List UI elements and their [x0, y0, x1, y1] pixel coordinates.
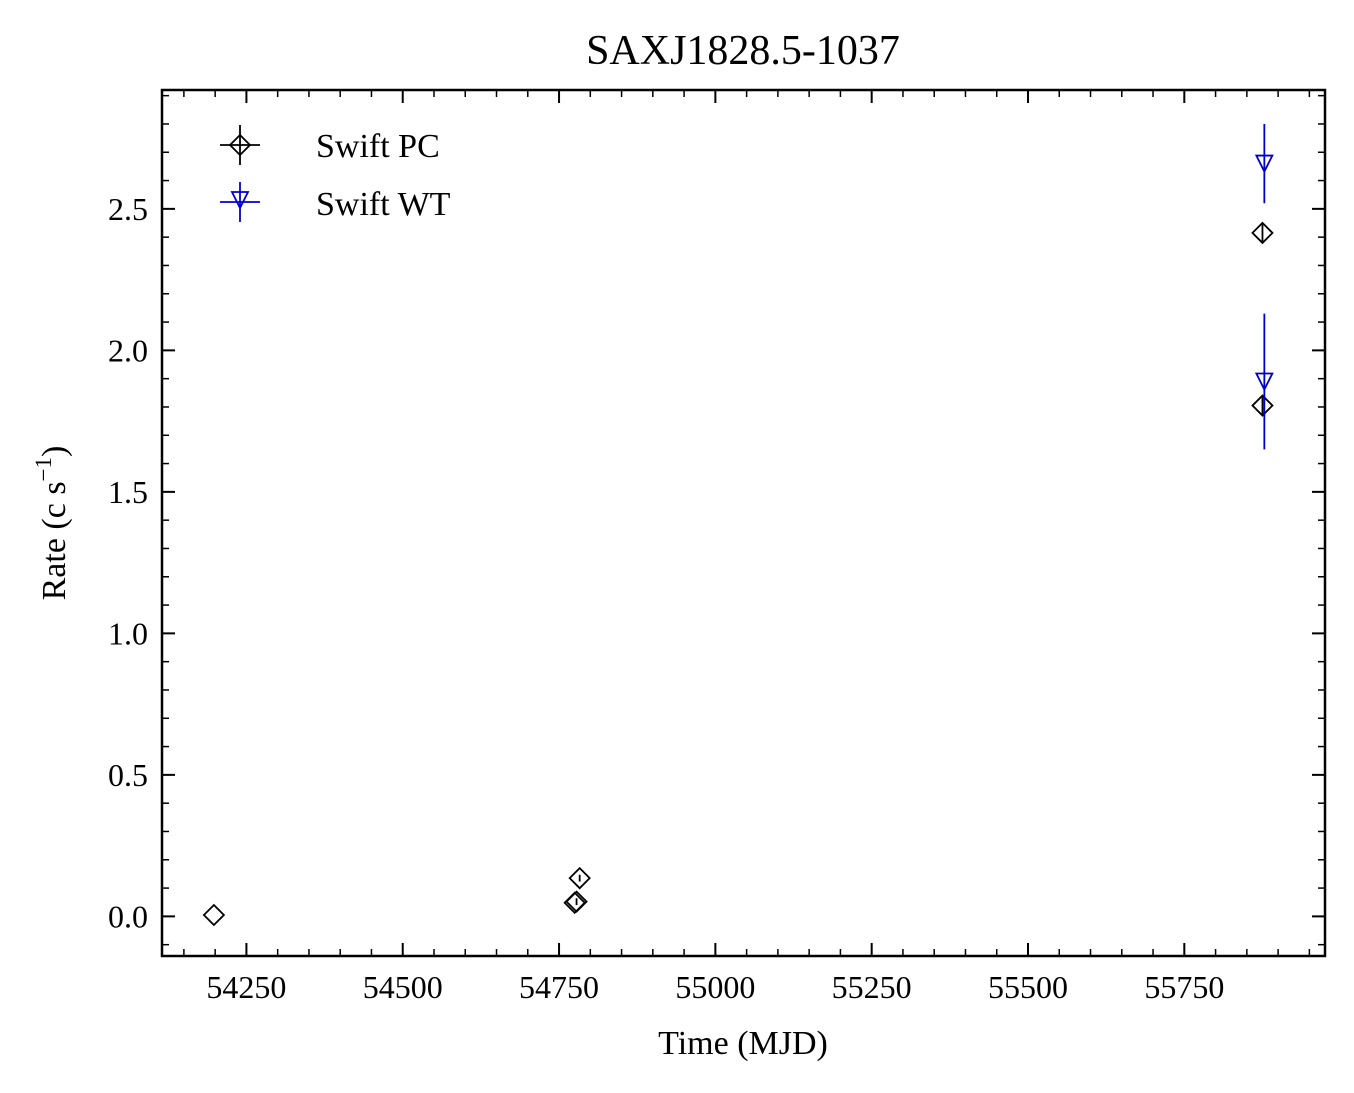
data-point — [568, 866, 591, 890]
y-axis-label-close: ) — [36, 446, 73, 457]
x-tick-label: 55750 — [1144, 969, 1224, 1005]
x-tick-labels: 54250 54500 54750 55000 55250 55500 55750 — [206, 969, 1224, 1005]
x-tick-label: 54250 — [206, 969, 286, 1005]
y-axis-label-exponent: −1 — [31, 457, 56, 481]
data-point — [1254, 154, 1274, 174]
y-tick-label: 2.5 — [108, 191, 148, 227]
legend-entry-swift-pc: Swift PC — [220, 125, 440, 165]
axis-ticks — [162, 90, 1325, 956]
legend-marker-triangle — [230, 191, 250, 211]
legend-entry-swift-wt: Swift WT — [220, 182, 451, 223]
data-point — [202, 903, 226, 927]
x-axis-label: Time (MJD) — [658, 1025, 828, 1062]
legend-label-swift-pc: Swift PC — [316, 128, 440, 165]
x-tick-label: 54500 — [363, 969, 443, 1005]
legend: Swift PC Swift WT — [220, 125, 451, 223]
x-tick-label: 55500 — [988, 969, 1068, 1005]
data-point — [1251, 221, 1274, 245]
y-axis-label: Rate (c s−1) — [31, 446, 73, 601]
y-tick-labels: 0.0 0.5 1.0 1.5 2.0 2.5 — [108, 191, 148, 935]
y-tick-label: 1.5 — [108, 474, 148, 510]
series-swift-pc — [202, 221, 1274, 927]
plot-frame — [160, 88, 1327, 958]
data-point — [1254, 372, 1274, 392]
chart-title: SAXJ1828.5-1037 — [586, 28, 900, 74]
y-axis-label-base: Rate (c s — [36, 481, 73, 600]
legend-label-swift-wt: Swift WT — [316, 186, 451, 223]
data-marks — [202, 123, 1274, 927]
y-tick-label: 0.0 — [108, 898, 148, 934]
y-tick-label: 1.0 — [108, 615, 148, 651]
series-swift-wt — [1254, 123, 1274, 450]
y-tick-label: 2.0 — [108, 332, 148, 368]
x-tick-label: 55250 — [832, 969, 912, 1005]
x-tick-label: 55000 — [675, 969, 755, 1005]
x-tick-label: 54750 — [519, 969, 599, 1005]
legend-marker-diamond — [228, 133, 252, 157]
y-tick-label: 0.5 — [108, 757, 148, 793]
data-point — [565, 890, 588, 913]
data-point — [1251, 394, 1274, 417]
